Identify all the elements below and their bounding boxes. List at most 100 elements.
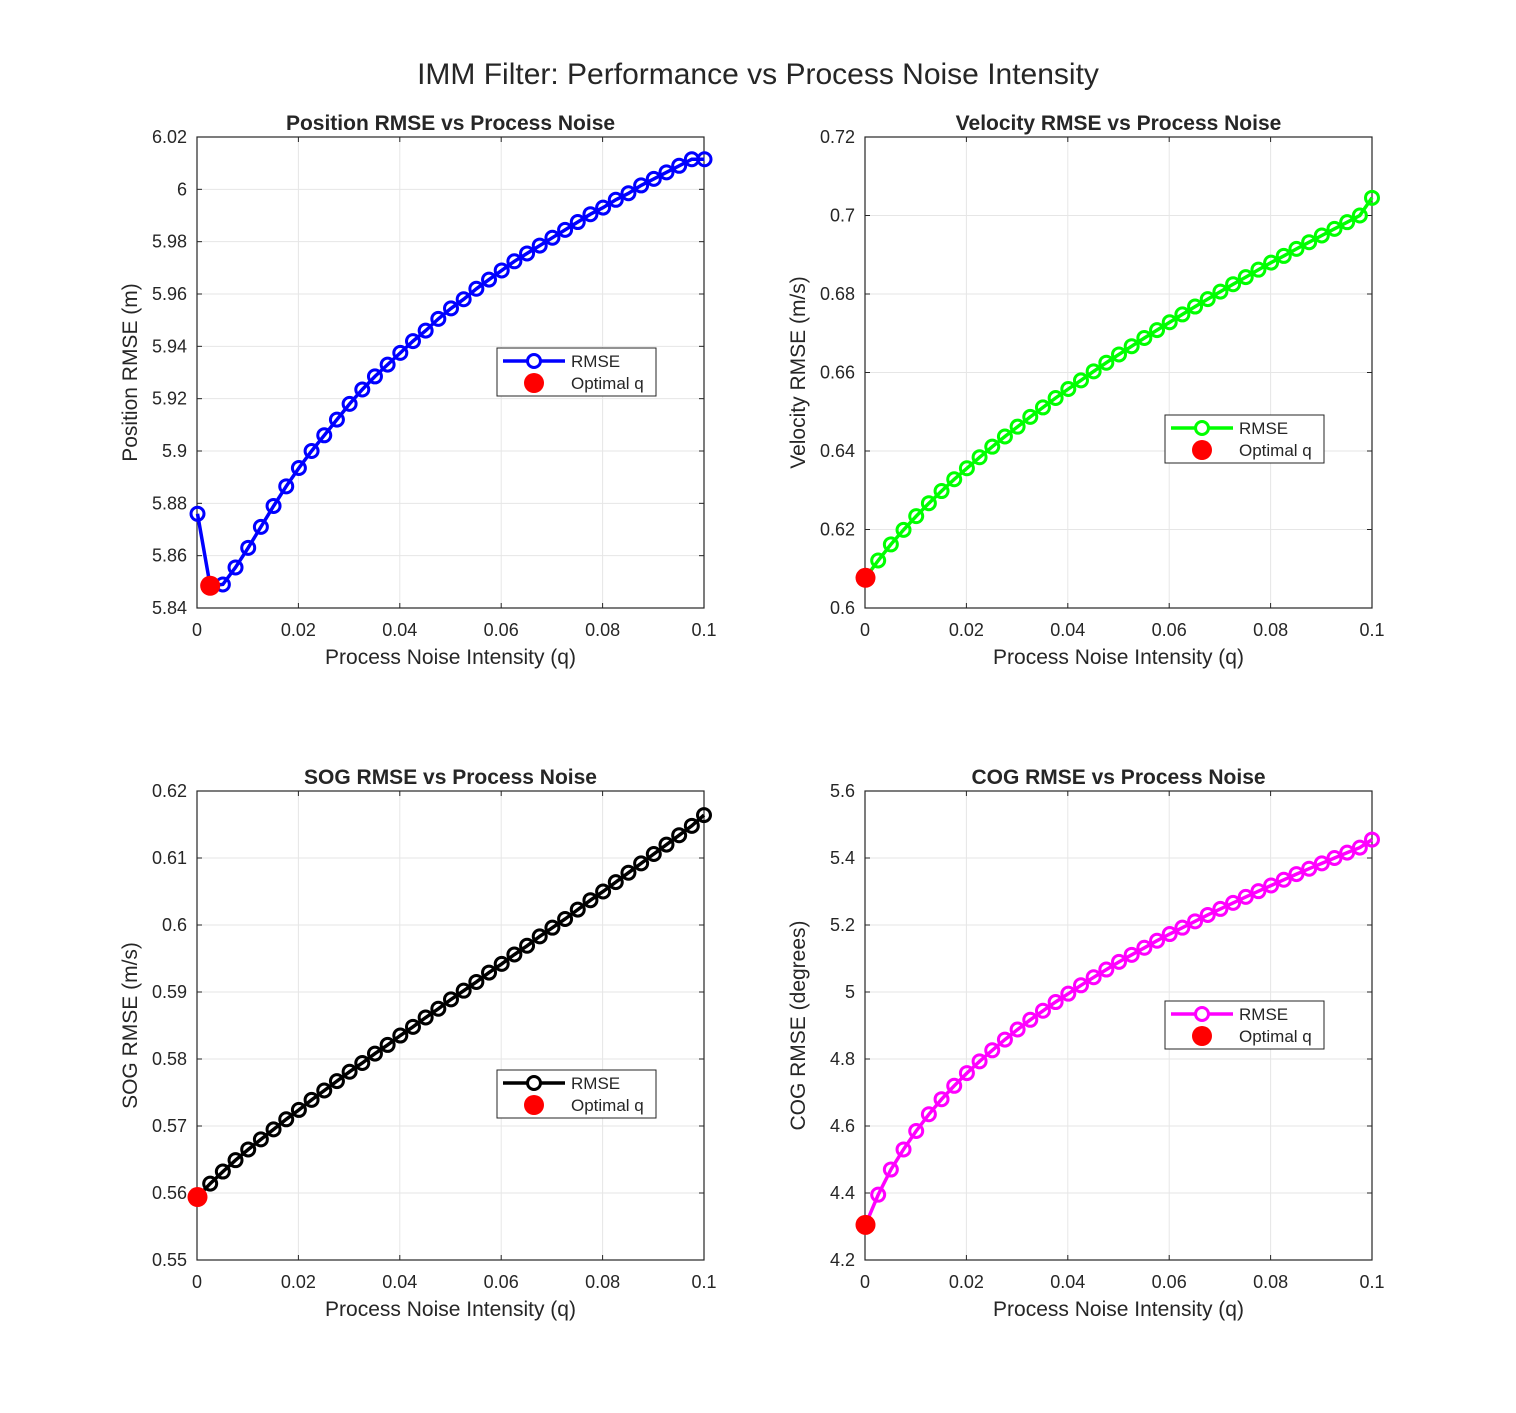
x-tick-label: 0.06 [484,620,519,640]
data-point [1022,408,1039,425]
y-tick-label: 0.64 [820,441,855,461]
x-tick-label: 0 [192,1272,202,1292]
data-point [290,460,307,477]
data-point [1212,283,1229,300]
data-point [645,170,662,187]
data-point [240,1141,257,1158]
y-tick-label: 0.57 [152,1116,187,1136]
data-point [1022,1011,1039,1028]
data-point [1009,1021,1026,1038]
data-point [455,291,472,308]
data-point [996,428,1013,445]
legend-entry-optimal: Optimal q [1239,441,1312,460]
x-tick-label: 0.08 [1253,1272,1288,1292]
legend-entry-optimal: Optimal q [571,1096,644,1115]
optimal-point [855,1214,876,1235]
legend-optimal-swatch [524,373,544,393]
data-point [696,807,712,824]
data-point [1212,900,1229,917]
data-point [1085,363,1102,380]
data-point [493,262,510,279]
x-tick-label: 0.1 [1359,1272,1384,1292]
data-point [569,214,586,231]
data-point [392,344,409,361]
data-point [531,928,548,945]
y-tick-label: 4.2 [830,1250,855,1270]
legend-box [496,1069,657,1119]
data-point [984,438,1001,455]
x-tick-label: 0.08 [1253,620,1288,640]
data-point [1149,322,1166,339]
optimal-point [187,1187,208,1208]
data-point [1339,214,1356,231]
data-point [1313,227,1330,244]
data-point [1250,883,1267,900]
data-point [544,229,561,246]
data-point [417,1009,434,1026]
data-point [557,910,574,927]
data-point [278,478,295,495]
data-point [443,991,460,1008]
data-point [189,505,206,522]
data-point [379,356,396,373]
data-point [582,892,599,909]
legend: RMSE Optimal q [1164,414,1325,464]
subplot-4: 0 0.02 0.04 0.06 0.08 0.1 4.2 4.4 4.6 4.8 5 5.2 5.4 5… [787,766,1385,1321]
data-point [984,1042,1001,1059]
data-point [958,460,975,477]
legend-optimal-swatch [524,1095,544,1115]
y-axis-label: COG RMSE (degrees) [787,920,810,1130]
data-point [392,1027,409,1044]
data-point [620,185,637,202]
data-point [607,191,624,208]
subplot-title: Position RMSE vs Process Noise [286,112,615,135]
legend-optimal-swatch [1192,1026,1212,1046]
x-axis-label: Process Noise Intensity (q) [993,646,1244,669]
data-point [645,845,662,862]
data-point [544,919,561,936]
data-point [1351,207,1368,224]
x-tick-label: 0.04 [1050,620,1085,640]
y-tick-label: 0.62 [152,781,187,801]
subplot-2: 0 0.02 0.04 0.06 0.08 0.1 0.6 0.62 0.64 0.66 0.68 0… [787,112,1385,669]
data-point [316,427,333,444]
data-point [1060,380,1077,397]
data-point [1288,866,1305,883]
x-tick-label: 0.02 [281,1272,316,1292]
y-tick-label: 5.86 [152,546,187,566]
legend-entry-optimal: Optimal q [571,374,644,393]
data-point [882,1161,899,1178]
data-point [303,443,320,459]
data-point [1111,953,1128,970]
data-point [607,874,624,891]
x-tick-label: 0.04 [1050,1272,1085,1292]
data-point [1161,926,1178,943]
data-point [1199,906,1216,923]
y-tick-label: 4.6 [830,1116,855,1136]
data-point [202,1175,219,1192]
x-axis-label: Process Noise Intensity (q) [325,646,576,669]
data-point [933,483,950,500]
data-point [265,1121,282,1138]
data-point [227,559,244,576]
data-point [1123,946,1140,963]
data-point [882,536,899,553]
subplot-title: Velocity RMSE vs Process Noise [956,112,1282,135]
data-point [1060,985,1077,1002]
legend-marker-swatch [1194,420,1210,436]
data-point [519,245,536,262]
legend-box [1164,414,1325,464]
y-tick-label: 5.88 [152,493,187,513]
y-tick-label: 5.84 [152,598,187,618]
y-tick-label: 0.7 [830,206,855,226]
y-tick-label: 0.61 [152,848,187,868]
x-tick-label: 0.06 [484,1272,519,1292]
legend-entry-rmse: RMSE [1239,1005,1288,1024]
y-tick-label: 0.62 [820,520,855,540]
data-point [1364,831,1380,848]
data-point [1351,839,1368,856]
data-point [1047,390,1064,407]
data-point [971,449,988,466]
data-point [920,1106,937,1123]
data-point [696,151,713,168]
